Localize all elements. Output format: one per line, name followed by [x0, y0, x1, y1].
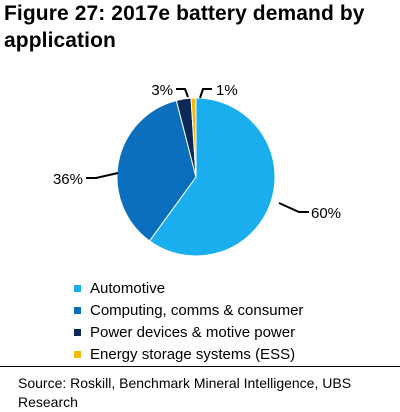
leader-line-automotive — [278, 202, 309, 213]
legend-item-power-devices: Power devices & motive power — [74, 321, 303, 343]
leader-line-energy-storage-systems-ess — [199, 88, 212, 99]
data-label-energy-storage-systems-ess: 1% — [216, 82, 238, 99]
data-labels: 60% 36% 3% 1% — [53, 82, 341, 222]
pie-slice-energy-storage-systems-ess — [190, 97, 197, 178]
source-note: Source: Roskill, Benchmark Mineral Intel… — [18, 375, 352, 410]
data-label-power-devices-motive-power: 3% — [151, 82, 173, 99]
legend-label-power-devices: Power devices & motive power — [90, 323, 296, 341]
legend-item-automotive: Automotive — [74, 277, 303, 299]
leader-line-power-devices-motive-power — [176, 88, 189, 98]
data-label-computing-comms-consumer: 36% — [53, 171, 83, 188]
leader-lines — [86, 88, 309, 213]
legend-label-computing: Computing, comms & consumer — [90, 301, 304, 319]
legend-label-automotive: Automotive — [90, 279, 166, 297]
pie-slices — [116, 97, 276, 257]
data-label-automotive: 60% — [311, 205, 341, 222]
legend-swatch-computing — [74, 306, 81, 314]
figure-title: Figure 27: 2017e battery demand by appli… — [4, 2, 365, 52]
legend-item-computing: Computing, comms & consumer — [74, 299, 303, 321]
legend: Automotive Computing, comms & consumer P… — [74, 277, 303, 365]
pie-slice-automotive — [148, 97, 276, 257]
legend-swatch-automotive — [74, 284, 81, 292]
legend-swatch-ess — [74, 350, 81, 358]
pie-chart: 60% 36% 3% 1% — [53, 82, 341, 257]
leader-line-computing-comms-consumer — [86, 172, 119, 179]
legend-item-ess: Energy storage systems (ESS) — [74, 343, 303, 365]
source-divider — [0, 366, 400, 367]
pie-slice-computing-comms-consumer — [116, 99, 197, 242]
legend-swatch-power-devices — [74, 328, 81, 336]
legend-label-ess: Energy storage systems (ESS) — [90, 345, 296, 363]
